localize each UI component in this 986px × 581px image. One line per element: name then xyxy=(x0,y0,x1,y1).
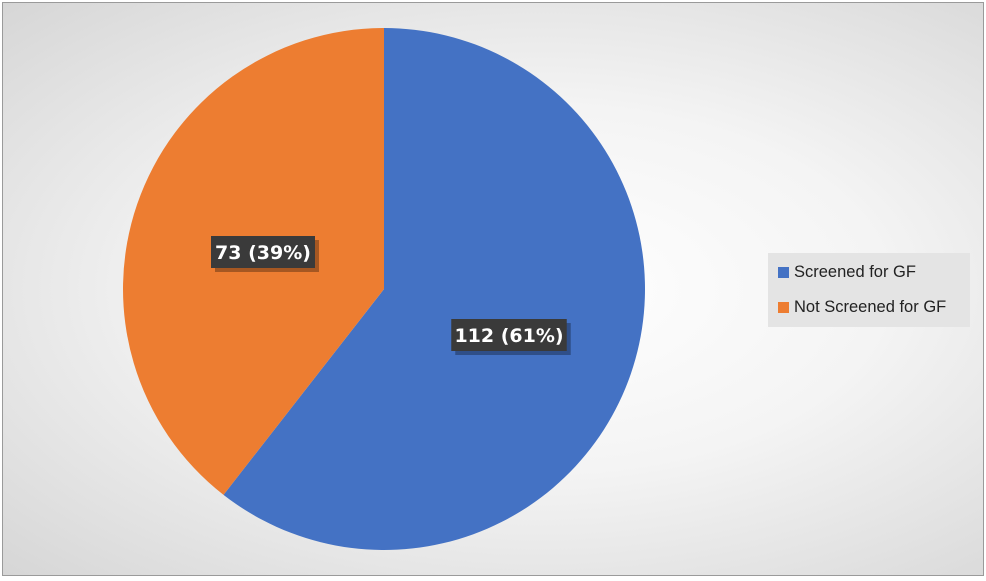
legend: Screened for GF Not Screened for GF xyxy=(768,253,970,327)
legend-label: Not Screened for GF xyxy=(794,298,947,316)
data-label-not-screened: 73 (39%) xyxy=(211,236,319,272)
data-label-text: 73 (39%) xyxy=(215,242,311,264)
data-label-screened: 112 (61%) xyxy=(451,319,571,355)
legend-swatch-not-screened xyxy=(778,302,789,313)
legend-item-not-screened: Not Screened for GF xyxy=(778,298,946,317)
slice-screened xyxy=(223,28,646,550)
data-label-text: 112 (61%) xyxy=(454,325,563,347)
pie-chart: 112 (61%) 73 (39%) xyxy=(122,28,646,550)
legend-item-screened: Screened for GF xyxy=(778,263,916,282)
legend-swatch-screened xyxy=(778,267,789,278)
data-label-box xyxy=(451,319,567,351)
data-label-box xyxy=(211,236,315,268)
legend-label: Screened for GF xyxy=(794,263,916,281)
